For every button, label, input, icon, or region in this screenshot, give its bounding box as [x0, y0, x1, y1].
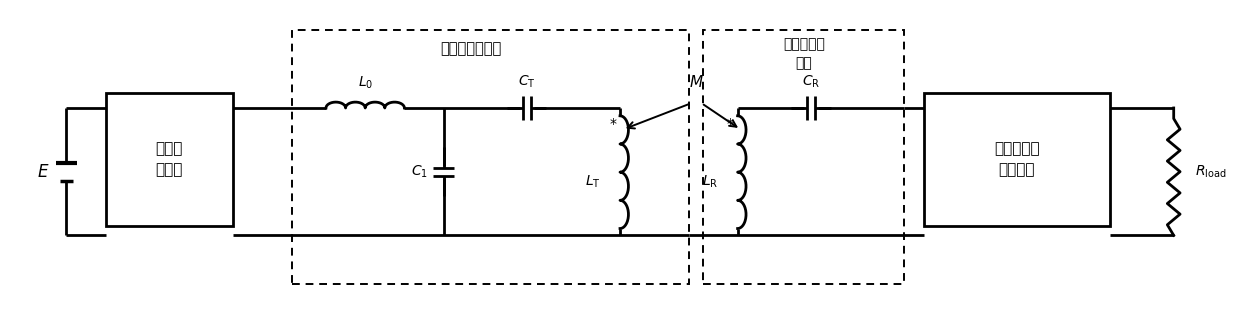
Text: $C_{\rm T}$: $C_{\rm T}$: [518, 74, 536, 90]
Text: $L_{\rm T}$: $L_{\rm T}$: [585, 173, 600, 190]
Text: $*$: $*$: [609, 115, 618, 129]
Bar: [703, 30, 904, 284]
Bar: [105, 93, 233, 226]
Text: $C_{\rm R}$: $C_{\rm R}$: [802, 74, 820, 90]
Text: $L_{\rm R}$: $L_{\rm R}$: [702, 173, 718, 190]
Text: $C_{1}$: $C_{1}$: [410, 163, 428, 180]
Text: $L_{0}$: $L_{0}$: [357, 75, 373, 91]
Text: 接收端谐振
电路: 接收端谐振 电路: [782, 37, 825, 70]
Text: 发射端谐振电路: 发射端谐振电路: [440, 41, 501, 56]
Bar: [924, 93, 1110, 226]
Text: 高频逆
变电路: 高频逆 变电路: [155, 141, 182, 178]
Text: $R_{\rm load}$: $R_{\rm load}$: [1195, 163, 1226, 180]
Text: $*$: $*$: [727, 115, 735, 129]
Text: $M$: $M$: [689, 74, 704, 90]
Bar: [291, 30, 688, 284]
Text: 接收端电力
变换电路: 接收端电力 变换电路: [994, 141, 1039, 178]
Text: $E$: $E$: [36, 163, 50, 181]
